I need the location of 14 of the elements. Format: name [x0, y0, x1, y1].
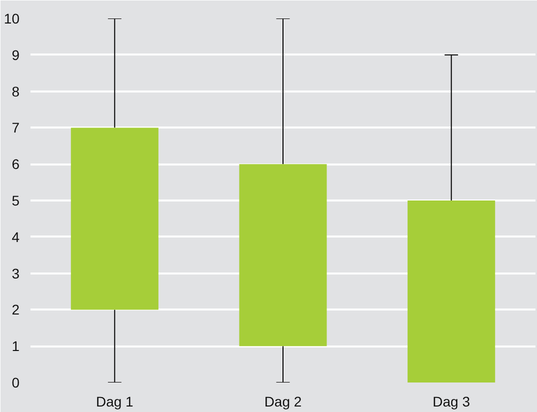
y-tick-label: 3: [12, 265, 20, 282]
y-tick-label: 2: [12, 302, 20, 318]
y-tick-label: 5: [12, 192, 20, 208]
x-tick-label: Dag 3: [432, 394, 470, 410]
y-tick-label: 0: [12, 374, 20, 390]
x-tick-label: Dag 1: [96, 394, 134, 410]
y-tick-label: 8: [12, 83, 20, 100]
y-tick-label: 4: [12, 228, 20, 245]
y-tick-label: 1: [12, 338, 20, 354]
y-tick-label: 6: [12, 156, 20, 172]
y-tick-label: 9: [12, 46, 20, 63]
x-tick-label: Dag 2: [264, 394, 302, 410]
y-tick-label: 7: [12, 120, 20, 136]
y-tick-label: 10: [4, 10, 20, 26]
